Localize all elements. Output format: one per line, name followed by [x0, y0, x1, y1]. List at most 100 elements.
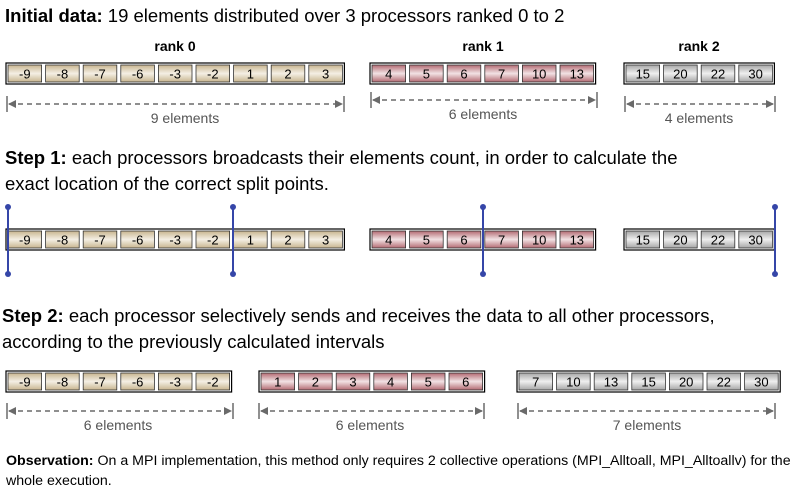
array-cell	[308, 64, 343, 83]
rank-0-count-label: 9 elements	[151, 110, 219, 126]
rank-1-label: rank 1	[462, 38, 503, 54]
array-cell-value: -3	[169, 375, 181, 390]
array-cell-value: 5	[425, 375, 432, 390]
array-cell-value: 22	[711, 233, 725, 248]
group-2-span-arrow	[517, 403, 776, 419]
array-cell	[82, 372, 118, 391]
array-cell-value: 22	[717, 375, 731, 390]
array-cell	[484, 230, 519, 249]
array-cell	[738, 230, 773, 249]
array-cell-value: -8	[57, 375, 69, 390]
array-cell	[518, 372, 553, 391]
array-cell-value: 20	[673, 233, 687, 248]
array-cell-value: 10	[532, 233, 546, 248]
step1-heading: Step 1: each processors broadcasts their…	[5, 147, 678, 168]
array-cell-value: 5	[423, 233, 430, 248]
array-cell	[522, 64, 557, 83]
group-0-span-arrow	[6, 403, 234, 419]
array-cell-value: -7	[94, 375, 106, 390]
array-cell-value: 2	[312, 375, 319, 390]
array-cell-value: -6	[132, 67, 144, 82]
initial-heading-bold: Initial data:	[5, 5, 103, 26]
array-cell	[82, 230, 118, 249]
array-cell	[669, 372, 704, 391]
group-1-span-arrow	[258, 403, 485, 419]
step1-heading-bold: Step 1:	[5, 147, 67, 168]
group-2-count-label: 7 elements	[613, 417, 681, 433]
group-1-count-label: 6 elements	[336, 417, 404, 433]
split-line-1	[230, 204, 236, 277]
array-cell	[120, 64, 155, 83]
array-cell	[559, 64, 594, 83]
array-cell-value: -3	[169, 233, 181, 248]
group-2-array: 7 10 13 15 20 22 30	[516, 370, 781, 393]
split-point-lines	[5, 204, 778, 277]
dimension-arrow-layer	[6, 92, 776, 419]
array-cell	[700, 64, 736, 83]
array-cell-value: -3	[169, 67, 181, 82]
array-cell-value: 3	[349, 375, 356, 390]
rank-2-span-arrow	[624, 96, 776, 112]
array-cell	[335, 372, 371, 391]
array-cell	[195, 230, 230, 249]
rank-2-array: 15 20 22 30	[623, 62, 775, 85]
array-cell	[593, 372, 629, 391]
array-cell	[446, 230, 482, 249]
array-cell-value: -8	[57, 233, 69, 248]
rank-0-span-arrow	[6, 96, 345, 112]
split-line-0	[5, 204, 11, 277]
array-cell-value: 5	[423, 67, 430, 82]
array-cell-value: 7	[498, 67, 505, 82]
array-cell-value: 30	[748, 233, 762, 248]
array-cell	[448, 372, 483, 391]
array-cell-value: 2	[284, 233, 291, 248]
array-cell-value: -2	[207, 233, 219, 248]
array-cell-value: 4	[387, 375, 394, 390]
rank-1-array: 4 5 6 7 10 13	[369, 62, 597, 85]
array-cell	[559, 230, 594, 249]
array-cell-value: -6	[132, 375, 144, 390]
array-cell	[195, 372, 230, 391]
array-cell	[120, 372, 155, 391]
array-cell	[157, 64, 193, 83]
array-cell-value: -2	[207, 67, 219, 82]
array-cell-value: 1	[247, 233, 254, 248]
array-cell	[663, 64, 698, 83]
array-cell	[625, 64, 660, 83]
step1-rank-2-array: 15 20 22 30	[623, 228, 775, 251]
rank-2-count-label: 4 elements	[665, 110, 733, 126]
array-cell	[298, 372, 333, 391]
array-cell-value: -7	[94, 67, 106, 82]
array-cell	[157, 372, 193, 391]
array-cell-value: 13	[570, 67, 584, 82]
step1-heading-text-line1: each processors broadcasts their element…	[67, 147, 678, 168]
array-cell-value: 20	[679, 375, 693, 390]
array-cell	[738, 64, 773, 83]
array-cell	[270, 64, 306, 83]
array-cell	[410, 372, 446, 391]
array-cell-value: -9	[19, 67, 31, 82]
array-cell-value: 13	[604, 375, 618, 390]
rank-1-count-label: 6 elements	[449, 106, 517, 122]
array-cell	[373, 372, 408, 391]
array-cell-value: 30	[754, 375, 768, 390]
array-cell	[371, 230, 406, 249]
array-cell	[260, 372, 295, 391]
array-cell-value: -9	[19, 375, 31, 390]
array-layer: -9 -8 -7 -6 -3 -2 1 2 3 4 5 6 7 10 13 15 20 22 30-9 -8 -7 -6-…	[5, 62, 781, 393]
array-cell-value: -7	[94, 233, 106, 248]
array-cell	[409, 64, 444, 83]
array-cell	[484, 64, 519, 83]
array-cell	[700, 230, 736, 249]
initial-heading: Initial data: 19 elements distributed ov…	[5, 5, 564, 26]
array-cell-value: 15	[636, 67, 650, 82]
rank-2-array-frame	[623, 62, 775, 85]
step2-heading-bold: Step 2:	[2, 305, 64, 326]
step2-heading: Step 2: each processor selectively sends…	[2, 305, 715, 326]
array-cell	[556, 372, 591, 391]
array-cell	[45, 372, 80, 391]
array-cell	[522, 230, 557, 249]
split-line-3	[772, 204, 778, 277]
array-cell-value: 2	[284, 67, 291, 82]
